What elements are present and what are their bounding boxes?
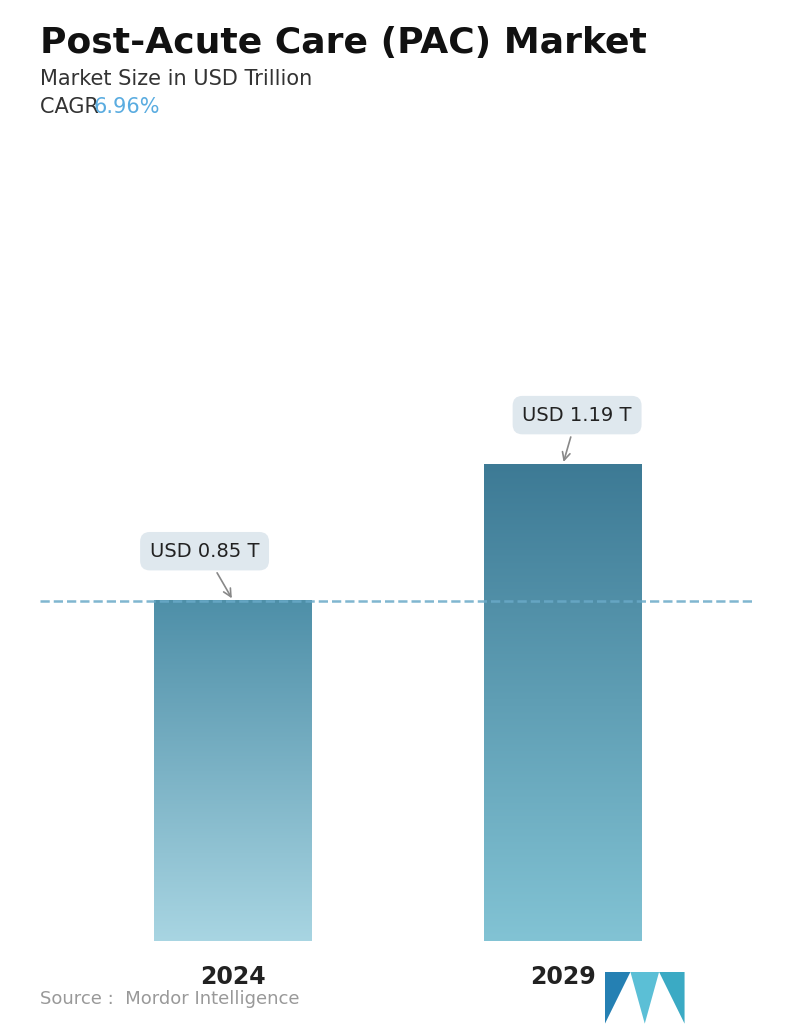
Text: USD 1.19 T: USD 1.19 T (522, 405, 632, 460)
Text: 6.96%: 6.96% (93, 97, 160, 117)
Polygon shape (659, 972, 685, 1024)
Polygon shape (605, 972, 630, 1024)
Text: Source :  Mordor Intelligence: Source : Mordor Intelligence (40, 991, 299, 1008)
Text: USD 0.85 T: USD 0.85 T (150, 542, 259, 597)
Text: Post-Acute Care (PAC) Market: Post-Acute Care (PAC) Market (40, 26, 646, 60)
Polygon shape (630, 972, 659, 1024)
Text: Market Size in USD Trillion: Market Size in USD Trillion (40, 69, 312, 89)
Text: CAGR: CAGR (40, 97, 105, 117)
